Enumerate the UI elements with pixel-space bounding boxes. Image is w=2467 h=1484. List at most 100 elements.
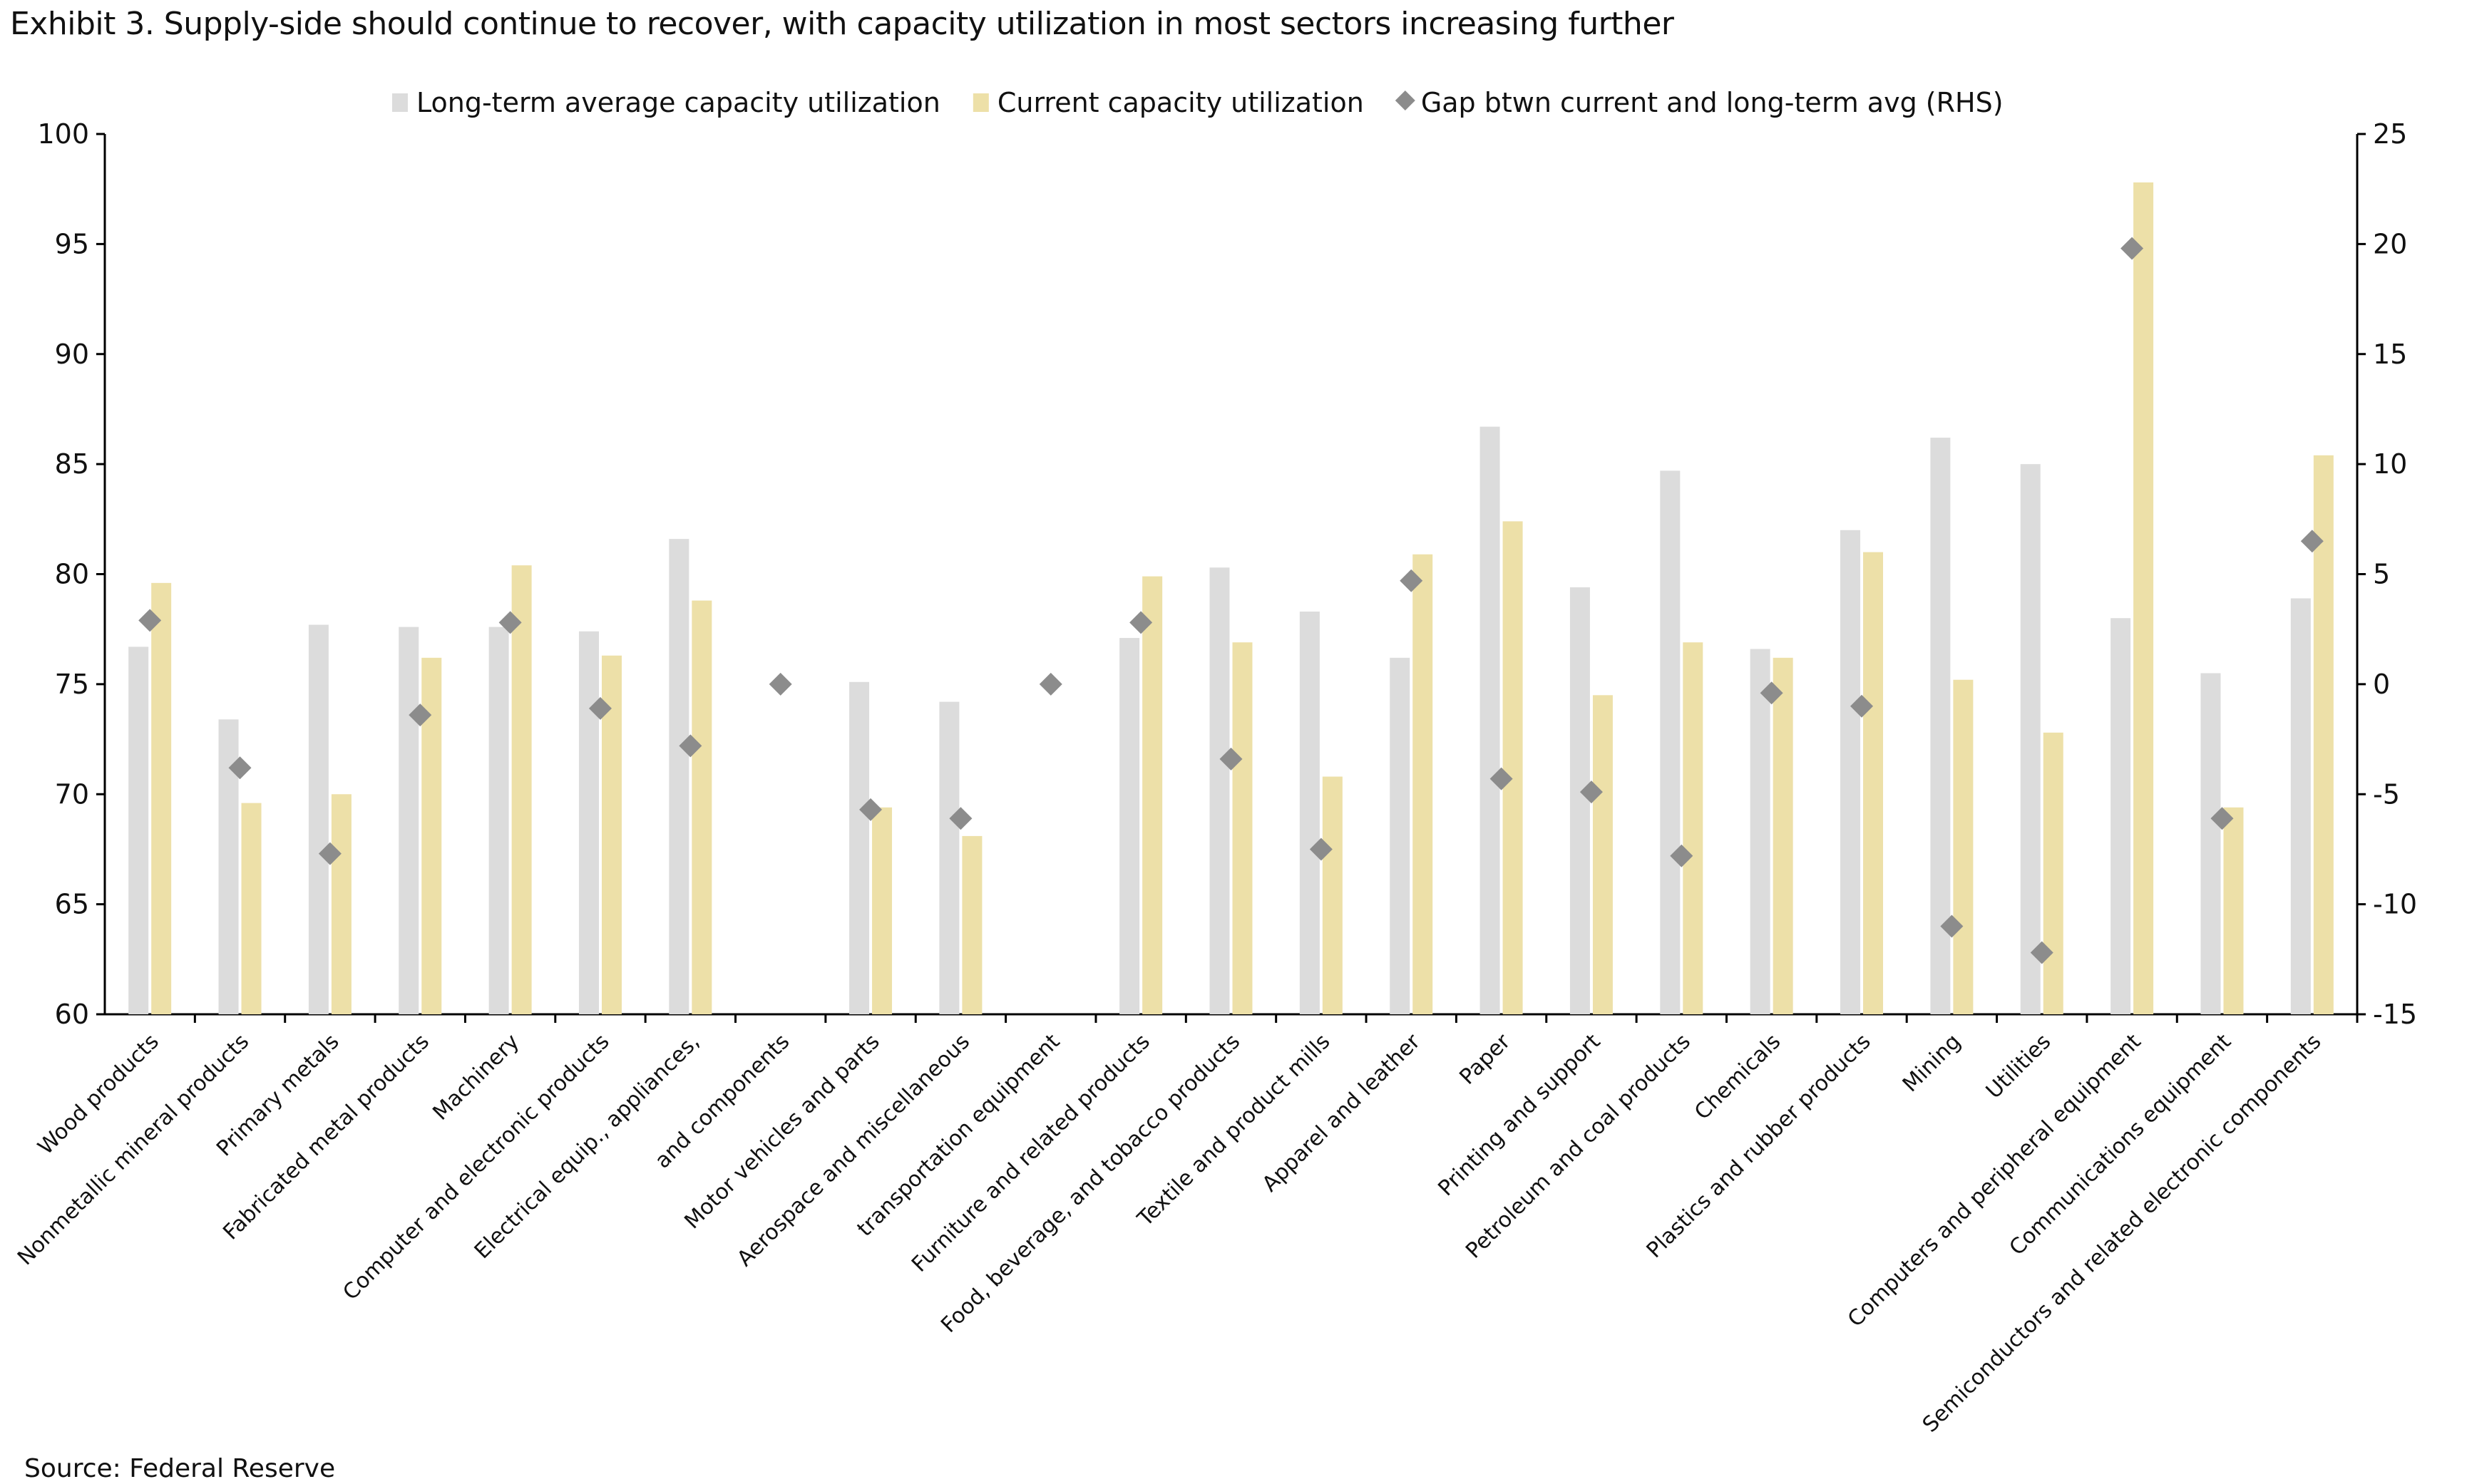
- bar-current: [2043, 732, 2063, 1014]
- left-tick-label: 60: [55, 999, 89, 1030]
- left-tick-label: 65: [55, 889, 89, 920]
- right-tick-label: 0: [2373, 669, 2390, 700]
- gap-marker: [859, 798, 883, 821]
- category-label: Printing and support: [1433, 1029, 1605, 1201]
- bar-current: [331, 794, 352, 1014]
- bar-long-term-average: [1390, 657, 1410, 1014]
- bar-current: [1863, 552, 1884, 1014]
- bar-long-term-average: [1479, 426, 1500, 1014]
- bar-long-term-average: [2290, 598, 2311, 1014]
- bar-long-term-average: [1750, 649, 1770, 1014]
- category-label: Paper: [1455, 1029, 1515, 1089]
- bar-long-term-average: [2200, 673, 2221, 1014]
- bar-long-term-average: [128, 646, 149, 1014]
- bar-current: [872, 807, 893, 1014]
- bar-current: [1232, 642, 1253, 1014]
- category-label: Mining: [1898, 1029, 1966, 1097]
- bar-long-term-average: [1930, 438, 1951, 1014]
- gap-marker: [409, 704, 432, 727]
- gap-marker: [1489, 767, 1513, 790]
- source-note: Source: Federal Reserve: [24, 1454, 336, 1483]
- bar-current: [1322, 776, 1343, 1014]
- right-tick-label: 25: [2373, 118, 2407, 150]
- gap-marker: [588, 696, 612, 720]
- gap-marker: [2030, 941, 2053, 964]
- gap-marker: [1309, 838, 1333, 861]
- bar-long-term-average: [488, 627, 509, 1014]
- left-tick-label: 100: [37, 118, 89, 150]
- bar-current: [1142, 576, 1163, 1014]
- bar-current: [692, 600, 712, 1014]
- bar-long-term-average: [1119, 638, 1140, 1014]
- category-label: Semiconductors and related electronic co…: [1918, 1029, 2327, 1438]
- category-label: Apparel and leather: [1258, 1029, 1426, 1197]
- bar-long-term-average: [308, 624, 329, 1014]
- bar-current: [241, 803, 262, 1014]
- gap-marker: [318, 842, 342, 865]
- gap-marker: [1850, 694, 1874, 718]
- gap-marker: [2120, 237, 2144, 260]
- bar-long-term-average: [669, 539, 689, 1014]
- gap-marker: [1129, 611, 1153, 634]
- gap-marker: [1940, 914, 1964, 938]
- legend-label: Current capacity utilization: [997, 87, 1364, 118]
- bar-current: [601, 655, 622, 1014]
- category-label: Textile and product mills: [1132, 1029, 1335, 1232]
- left-tick-label: 85: [55, 448, 89, 480]
- gap-marker: [769, 672, 792, 696]
- left-tick-label: 75: [55, 669, 89, 700]
- legend-label: Gap btwn current and long-term avg (RHS): [1421, 87, 2004, 118]
- bar-long-term-average: [2020, 464, 2041, 1014]
- legend-swatch: [973, 93, 989, 112]
- gap-marker: [1760, 681, 1783, 705]
- bar-long-term-average: [578, 631, 599, 1014]
- left-tick-label: 70: [55, 778, 89, 810]
- gap-marker: [679, 734, 702, 758]
- left-tick-label: 80: [55, 559, 89, 590]
- right-tick-label: 20: [2373, 228, 2407, 259]
- category-label: Chemicals: [1690, 1029, 1785, 1125]
- right-tick-label: -5: [2373, 778, 2400, 810]
- bar-long-term-average: [1299, 611, 1320, 1014]
- right-tick-label: -10: [2373, 889, 2417, 920]
- gap-marker: [498, 611, 522, 634]
- right-tick-label: -15: [2373, 999, 2417, 1030]
- bar-current: [2313, 455, 2334, 1014]
- bar-current: [1502, 521, 1523, 1014]
- gap-marker: [949, 807, 973, 830]
- bar-long-term-average: [2110, 618, 2131, 1014]
- right-tick-label: 5: [2373, 559, 2390, 590]
- gap-marker: [228, 756, 252, 780]
- bar-long-term-average: [399, 627, 419, 1014]
- bar-long-term-average: [1660, 470, 1681, 1014]
- bar-long-term-average: [1209, 567, 1230, 1014]
- gap-marker: [1670, 844, 1693, 867]
- gap-marker: [2210, 807, 2234, 830]
- gap-marker: [1219, 747, 1243, 771]
- bar-current: [1412, 554, 1433, 1014]
- bar-long-term-average: [1569, 587, 1590, 1014]
- bar-current: [962, 835, 983, 1014]
- legend-swatch: [392, 93, 408, 112]
- chart-title: Exhibit 3. Supply-side should continue t…: [10, 6, 1674, 42]
- bar-long-term-average: [939, 701, 960, 1014]
- bar-current: [2133, 182, 2154, 1014]
- bar-long-term-average: [849, 681, 870, 1014]
- gap-marker: [1400, 569, 1423, 592]
- left-tick-label: 95: [55, 228, 89, 259]
- gap-marker: [1039, 672, 1062, 696]
- bar-current: [2223, 807, 2244, 1014]
- legend-label: Long-term average capacity utilization: [416, 87, 940, 118]
- bar-current: [1592, 695, 1613, 1014]
- right-tick-label: 15: [2373, 339, 2407, 370]
- bar-current: [1953, 679, 1974, 1014]
- bar-current: [151, 582, 172, 1014]
- bar-current: [1773, 657, 1793, 1014]
- gap-marker: [1579, 780, 1603, 804]
- bar-current: [1683, 642, 1703, 1014]
- legend-diamond-icon: [1395, 91, 1415, 110]
- left-tick-label: 90: [55, 339, 89, 370]
- bar-current: [511, 565, 532, 1014]
- bar-long-term-average: [1840, 530, 1861, 1014]
- right-tick-label: 10: [2373, 448, 2407, 480]
